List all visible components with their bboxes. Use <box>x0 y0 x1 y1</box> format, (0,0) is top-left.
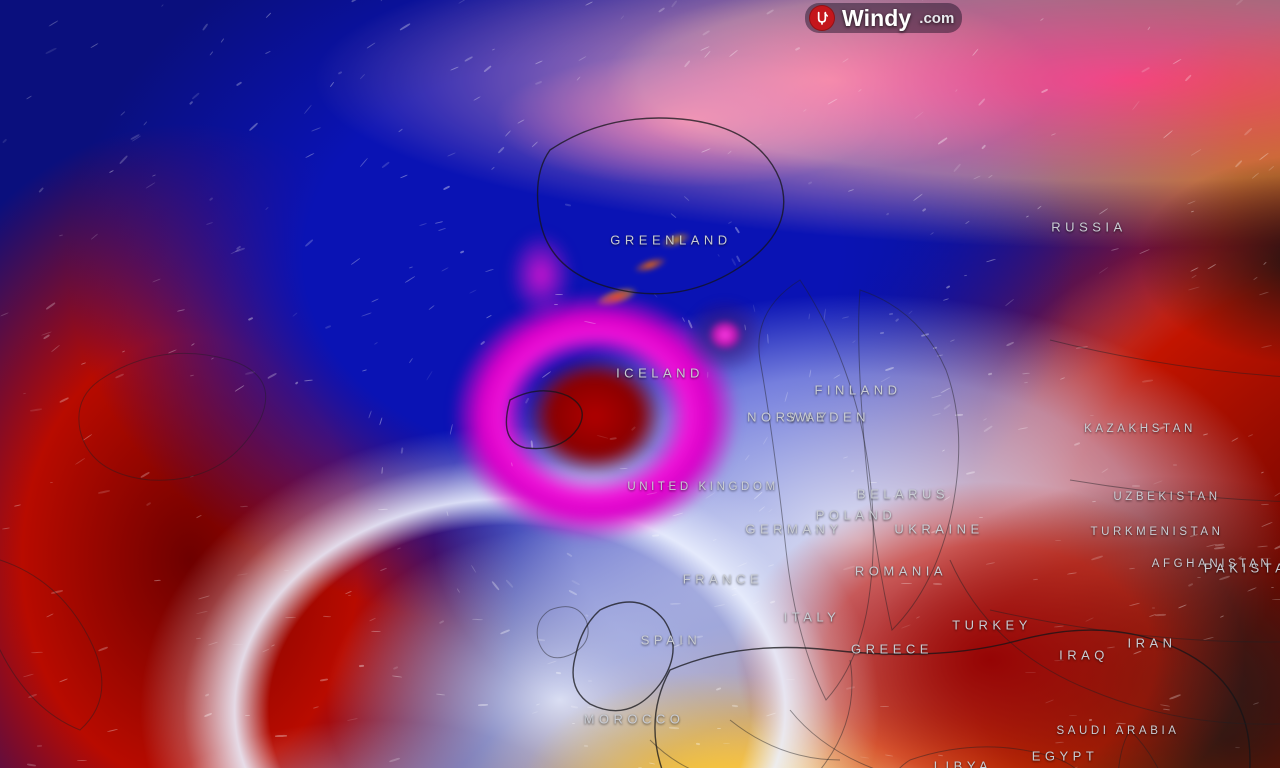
windy-logo[interactable]: Windy .com <box>805 3 963 33</box>
brand-name: Windy <box>842 4 912 31</box>
windy-hook-icon <box>809 5 835 31</box>
brand-tld: .com <box>919 9 955 27</box>
